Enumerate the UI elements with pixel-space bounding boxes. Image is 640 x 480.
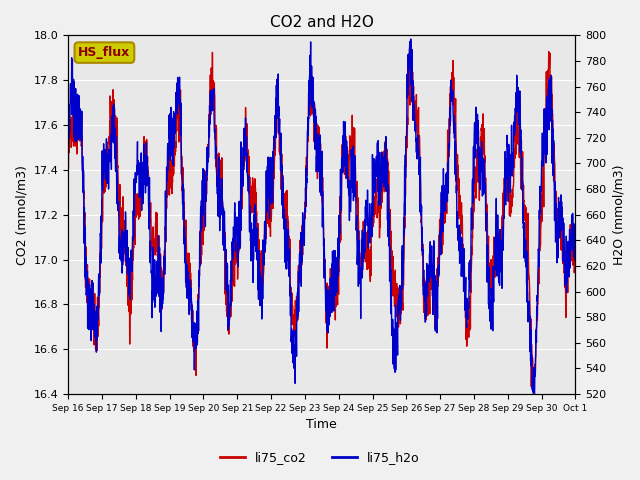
li75_co2: [64, 163, 72, 169]
Legend: li75_co2, li75_h2o: li75_co2, li75_h2o: [215, 446, 425, 469]
li75_co2: [572, 258, 579, 264]
li75_h2o: [572, 252, 579, 258]
Text: HS_flux: HS_flux: [78, 46, 131, 59]
Y-axis label: H2O (mmol/m3): H2O (mmol/m3): [612, 165, 625, 265]
Line: li75_co2: li75_co2: [68, 48, 575, 394]
Y-axis label: CO2 (mmol/m3): CO2 (mmol/m3): [15, 165, 28, 264]
Line: li75_h2o: li75_h2o: [68, 39, 575, 394]
li75_h2o: [541, 126, 549, 132]
li75_h2o: [348, 189, 355, 195]
li75_co2: [406, 46, 413, 51]
li75_co2: [527, 316, 534, 322]
Title: CO2 and H2O: CO2 and H2O: [270, 15, 374, 30]
li75_co2: [206, 99, 214, 105]
li75_h2o: [336, 230, 344, 236]
li75_co2: [529, 391, 537, 397]
li75_h2o: [407, 36, 415, 42]
li75_h2o: [527, 327, 534, 333]
li75_co2: [348, 141, 355, 147]
li75_co2: [541, 123, 549, 129]
li75_co2: [469, 211, 477, 216]
li75_co2: [336, 193, 344, 199]
li75_h2o: [64, 172, 72, 178]
li75_h2o: [531, 391, 538, 397]
li75_h2o: [469, 179, 477, 184]
li75_h2o: [206, 103, 214, 108]
X-axis label: Time: Time: [307, 419, 337, 432]
